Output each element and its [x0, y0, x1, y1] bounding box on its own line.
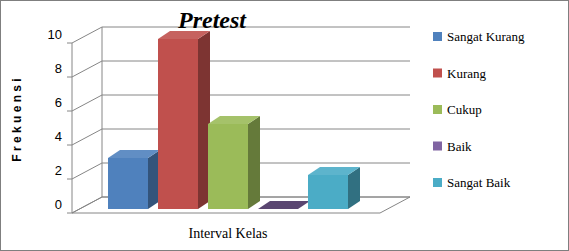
legend-label: Kurang [447, 66, 486, 81]
chart: 0 2 4 6 8 10 Interval Kelas Pretest F r e k u e … [0, 0, 569, 251]
bar [258, 201, 310, 209]
bar-top [258, 201, 310, 209]
bar-top [208, 116, 260, 124]
tick-mark [67, 43, 72, 44]
tick-mark [67, 145, 72, 146]
tick-label: 6 [55, 95, 62, 110]
bars [108, 31, 360, 209]
title: Pretest [177, 7, 247, 33]
legend-swatch [433, 142, 442, 151]
tick-label: 10 [48, 27, 62, 42]
bar [308, 167, 360, 209]
bar [108, 150, 160, 209]
legend-label: Cukup [447, 102, 482, 117]
legend-swatch [433, 32, 442, 41]
bar-front [108, 158, 148, 209]
tick-label: 2 [55, 163, 62, 178]
legend-label: Sangat Kurang [447, 29, 525, 44]
legend-label: Sangat Baik [447, 175, 511, 190]
legend-swatch [433, 178, 442, 187]
tick-mark [67, 179, 72, 180]
y-axis-label: F r e k u e n s i [10, 78, 24, 161]
grid-line [72, 61, 410, 77]
grid-line [72, 95, 410, 111]
tick-mark [67, 111, 72, 112]
bar [208, 116, 260, 209]
bar-front [208, 124, 248, 209]
legend-label: Baik [447, 139, 472, 154]
axis-line [102, 27, 103, 197]
legend-swatch [433, 69, 442, 78]
bar [158, 31, 210, 209]
bar-front [308, 175, 348, 209]
bar-front [158, 39, 198, 209]
bar-side [248, 116, 260, 209]
tick-label: 4 [55, 129, 62, 144]
tick-label: 0 [55, 197, 62, 212]
bar-top [308, 167, 360, 175]
tick-mark [67, 213, 72, 214]
frame [1, 1, 569, 251]
tick-label: 8 [55, 61, 62, 76]
category-label: Interval Kelas [189, 226, 268, 241]
tick-mark [67, 77, 72, 78]
bar-top [108, 150, 160, 158]
axis-line [72, 43, 73, 213]
legend-swatch [433, 105, 442, 114]
